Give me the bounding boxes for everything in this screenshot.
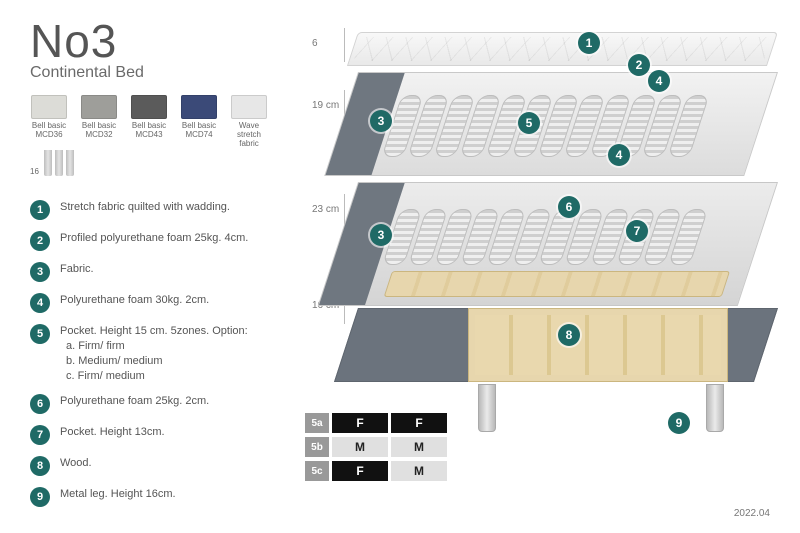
fabric-swatch: Bell basicMCD32	[80, 95, 118, 148]
option-right: M	[391, 461, 447, 481]
swatch-label: Bell basicMCD32	[82, 122, 116, 140]
legend-item: 6 Polyurethane foam 25kg. 2cm.	[30, 394, 290, 414]
callout-badge: 2	[628, 54, 650, 76]
product-title: No3	[30, 14, 144, 68]
leg-icon	[66, 150, 74, 176]
callout-badge: 6	[558, 196, 580, 218]
legend-number-badge: 7	[30, 425, 50, 445]
metal-leg	[706, 384, 724, 432]
dimension-label: 6	[312, 38, 318, 49]
legend-item: 4 Polyurethane foam 30kg. 2cm.	[30, 293, 290, 313]
firmness-option-row: 5cFM	[305, 461, 450, 481]
legend-item: 7 Pocket. Height 13cm.	[30, 425, 290, 445]
fabric-swatch: Bell basicMCD43	[130, 95, 168, 148]
cutaway-diagram: 619 cm23 cm16 cm	[308, 12, 788, 452]
legend-number-badge: 8	[30, 456, 50, 476]
legend-text: Profiled polyurethane foam 25kg. 4cm.	[60, 231, 248, 246]
layer-mattress-upper	[324, 72, 778, 176]
legend-item: 3 Fabric.	[30, 262, 290, 282]
leg-icon	[55, 150, 63, 176]
swatch-row: Bell basicMCD36 Bell basicMCD32 Bell basic…	[30, 95, 268, 148]
legend-subitem: b. Medium/ medium	[66, 354, 248, 369]
legend-item: 5 Pocket. Height 15 cm. 5zones. Option:a.…	[30, 324, 290, 383]
callout-badge: 8	[558, 324, 580, 346]
option-key: 5c	[305, 461, 329, 481]
legend-text: Wood.	[60, 456, 92, 471]
swatch-label: Wavestretch fabric	[230, 122, 268, 148]
callout-badge: 1	[578, 32, 600, 54]
leg-swatch: 16	[30, 150, 74, 176]
dimension-label: 19 cm	[312, 100, 339, 111]
fabric-swatch: Bell basicMCD36	[30, 95, 68, 148]
leg-height-label: 16	[30, 167, 39, 176]
legend-item: 2 Profiled polyurethane foam 25kg. 4cm.	[30, 231, 290, 251]
product-subtitle: Continental Bed	[30, 64, 144, 82]
wood-cutaway	[468, 308, 728, 382]
fabric-swatch: Wavestretch fabric	[230, 95, 268, 148]
option-left: F	[332, 461, 388, 481]
legend-subitem: c. Firm/ medium	[66, 369, 248, 384]
legend-text: Stretch fabric quilted with wadding.	[60, 200, 230, 215]
legend-text: Polyurethane foam 30kg. 2cm.	[60, 293, 209, 308]
metal-leg	[478, 384, 496, 432]
leg-icon	[44, 150, 52, 176]
legend-text: Pocket. Height 15 cm. 5zones. Option:a. …	[60, 324, 248, 383]
date-stamp: 2022.04	[734, 508, 770, 519]
legend-number-badge: 3	[30, 262, 50, 282]
callout-badge: 4	[608, 144, 630, 166]
legend-number-badge: 9	[30, 487, 50, 507]
legend-number-badge: 5	[30, 324, 50, 344]
dimension-label: 23 cm	[312, 204, 339, 215]
legend-number-badge: 2	[30, 231, 50, 251]
fabric-swatch: Bell basicMCD74	[180, 95, 218, 148]
callout-badge: 3	[370, 110, 392, 132]
legend-item: 8 Wood.	[30, 456, 290, 476]
callout-badge: 4	[648, 70, 670, 92]
legend-list: 1 Stretch fabric quilted with wadding. 2 Pr…	[30, 200, 290, 518]
legend-text: Metal leg. Height 16cm.	[60, 487, 176, 502]
legend-text: Pocket. Height 13cm.	[60, 425, 165, 440]
legend-item: 1 Stretch fabric quilted with wadding.	[30, 200, 290, 220]
callout-badge: 7	[626, 220, 648, 242]
layer-topper	[347, 32, 778, 66]
legend-subitem: a. Firm/ firm	[66, 339, 248, 354]
callout-badge: 5	[518, 112, 540, 134]
legend-text: Fabric.	[60, 262, 94, 277]
swatch-label: Bell basicMCD43	[132, 122, 166, 140]
legend-number-badge: 4	[30, 293, 50, 313]
callout-badge: 3	[370, 224, 392, 246]
legend-text: Polyurethane foam 25kg. 2cm.	[60, 394, 209, 409]
swatch-label: Bell basicMCD36	[32, 122, 66, 140]
legend-number-badge: 1	[30, 200, 50, 220]
swatch-label: Bell basicMCD74	[182, 122, 216, 140]
callout-badge: 9	[668, 412, 690, 434]
legend-item: 9 Metal leg. Height 16cm.	[30, 487, 290, 507]
legend-number-badge: 6	[30, 394, 50, 414]
